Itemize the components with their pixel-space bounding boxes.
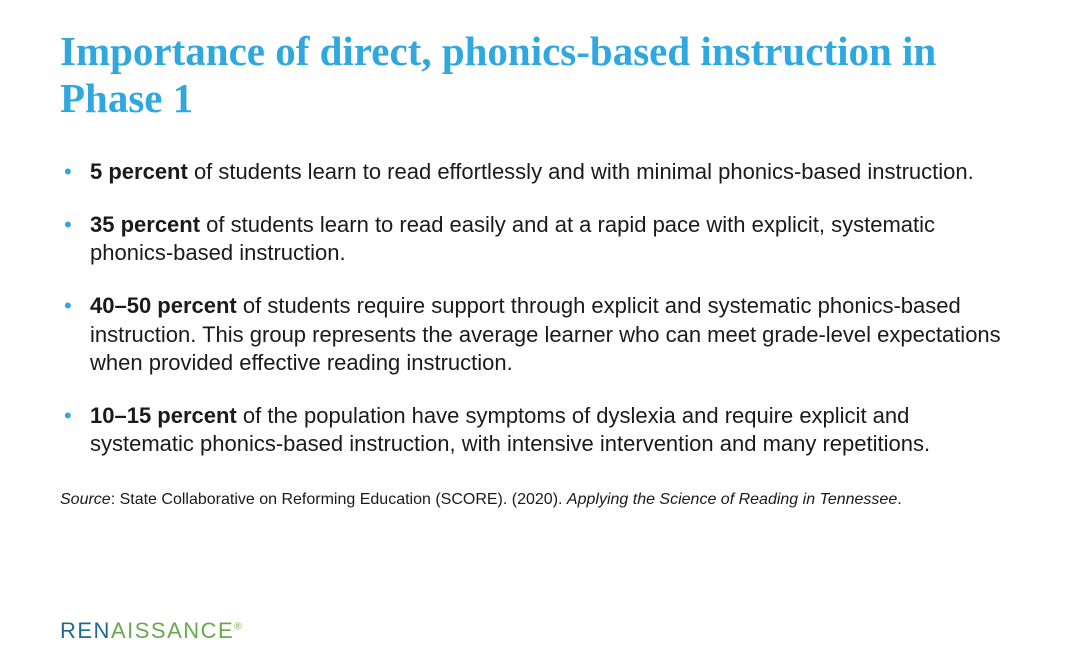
slide-title: Importance of direct, phonics-based inst… <box>60 28 1006 122</box>
source-tail: . <box>897 491 901 508</box>
bullet-item: 40–50 percent of students require suppor… <box>60 292 1006 378</box>
source-body: : State Collaborative on Reforming Educa… <box>111 491 567 508</box>
source-citation: Source: State Collaborative on Reforming… <box>60 491 1006 509</box>
logo-part-2: AISSANCE <box>111 618 234 643</box>
bullet-text: of students learn to read effortlessly a… <box>188 159 974 184</box>
bullet-bold: 5 percent <box>90 159 188 184</box>
bullet-list: 5 percent of students learn to read effo… <box>60 158 1006 459</box>
bullet-bold: 10–15 percent <box>90 403 237 428</box>
bullet-text: of students learn to read easily and at … <box>90 212 935 266</box>
renaissance-logo: RENAISSANCE® <box>60 618 243 644</box>
bullet-item: 10–15 percent of the population have sym… <box>60 402 1006 459</box>
source-label: Source <box>60 491 111 508</box>
bullet-item: 5 percent of students learn to read effo… <box>60 158 1006 187</box>
bullet-item: 35 percent of students learn to read eas… <box>60 211 1006 268</box>
bullet-bold: 35 percent <box>90 212 200 237</box>
logo-registered-mark: ® <box>234 622 243 633</box>
logo-part-1: REN <box>60 618 111 643</box>
bullet-bold: 40–50 percent <box>90 293 237 318</box>
source-cite-title: Applying the Science of Reading in Tenne… <box>567 491 897 508</box>
